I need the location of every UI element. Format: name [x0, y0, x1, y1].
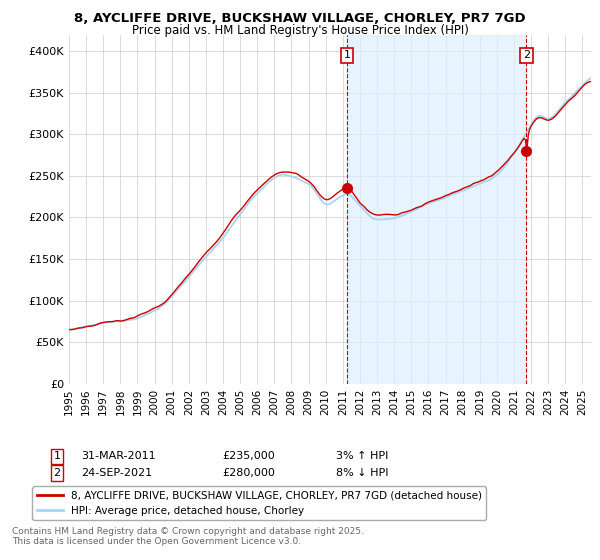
- Text: 3% ↑ HPI: 3% ↑ HPI: [336, 451, 388, 461]
- Text: 1: 1: [344, 50, 350, 60]
- Text: 8, AYCLIFFE DRIVE, BUCKSHAW VILLAGE, CHORLEY, PR7 7GD: 8, AYCLIFFE DRIVE, BUCKSHAW VILLAGE, CHO…: [74, 12, 526, 25]
- Text: Price paid vs. HM Land Registry's House Price Index (HPI): Price paid vs. HM Land Registry's House …: [131, 24, 469, 37]
- Text: 8% ↓ HPI: 8% ↓ HPI: [336, 468, 389, 478]
- Text: £280,000: £280,000: [222, 468, 275, 478]
- Legend: 8, AYCLIFFE DRIVE, BUCKSHAW VILLAGE, CHORLEY, PR7 7GD (detached house), HPI: Ave: 8, AYCLIFFE DRIVE, BUCKSHAW VILLAGE, CHO…: [32, 487, 486, 520]
- Text: 2: 2: [523, 50, 530, 60]
- Text: Contains HM Land Registry data © Crown copyright and database right 2025.
This d: Contains HM Land Registry data © Crown c…: [12, 526, 364, 546]
- Text: 31-MAR-2011: 31-MAR-2011: [81, 451, 155, 461]
- Text: £235,000: £235,000: [222, 451, 275, 461]
- Bar: [347, 35, 526, 384]
- Text: 1: 1: [53, 451, 61, 461]
- Text: 24-SEP-2021: 24-SEP-2021: [81, 468, 152, 478]
- Text: 2: 2: [53, 468, 61, 478]
